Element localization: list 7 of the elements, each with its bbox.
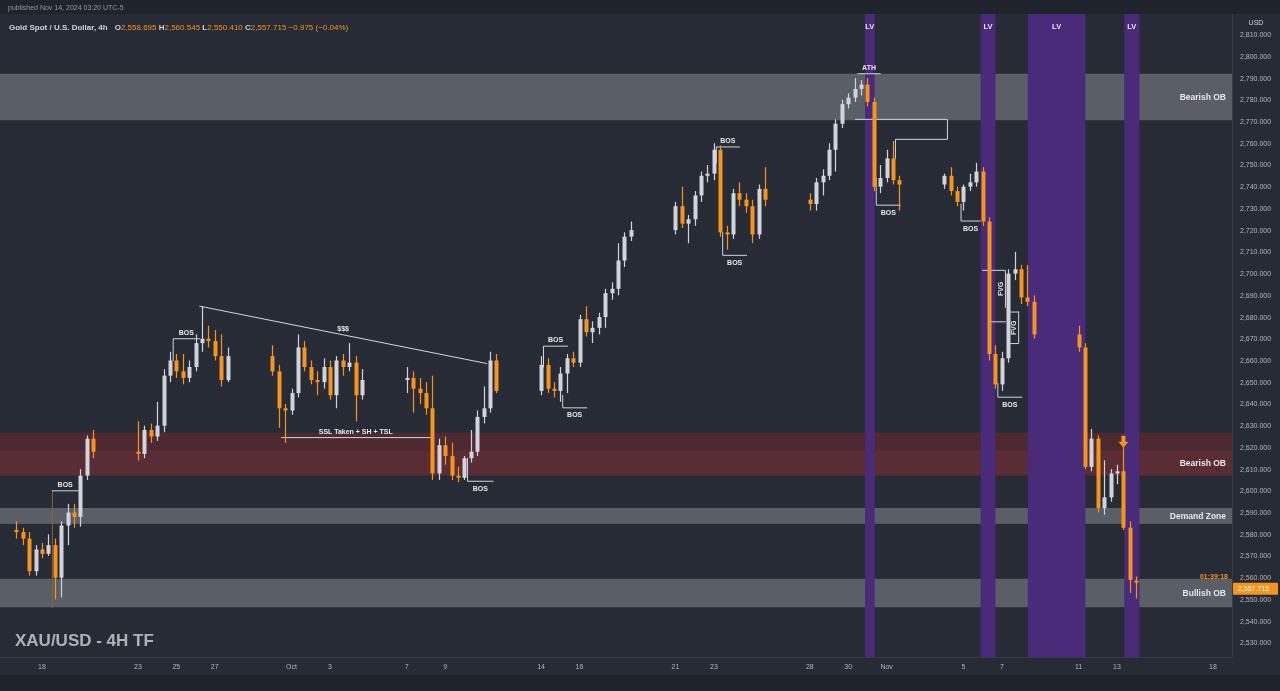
band-label: Bullish OB [1182, 588, 1226, 599]
text: XAU/USD - 4H TF [15, 630, 154, 650]
text: Gold Spot / U.S. Dollar, 4h [9, 22, 108, 32]
annotation: O2,558.695 H2,560.545 L2,550.410 C2,557.715 −0.975 (−0.04%) [114, 22, 349, 32]
band-label: Bearish OB [1179, 91, 1226, 102]
band-label: Bearish OB [1179, 458, 1226, 469]
band-label: Demand Zone [1169, 510, 1227, 521]
